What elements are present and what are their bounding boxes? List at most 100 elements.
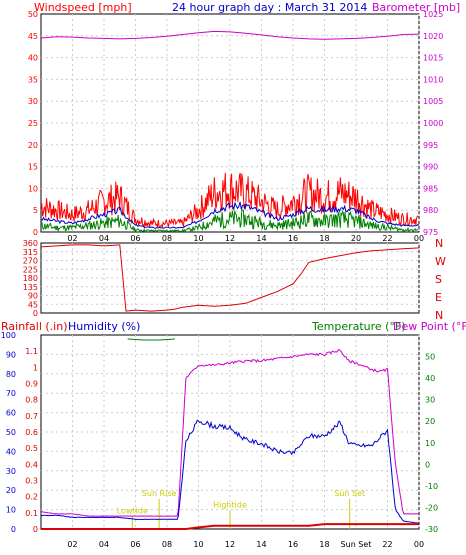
panel3-rain-tick-label: 1.1 <box>25 347 38 356</box>
panel3-x-tick-label: 12 <box>225 540 235 549</box>
panel1-right-tick-label: 995 <box>423 141 438 150</box>
event-marker-label: Sun Rise <box>142 489 177 498</box>
panel3-humidity-label: Humidity (%) <box>68 320 140 333</box>
panel3-temp-tick-label: -30 <box>425 525 438 534</box>
panel3-x-tick-label: 00 <box>414 540 424 549</box>
panel1-x-tick-label: 08 <box>162 234 172 243</box>
panel3-rain-tick-label: 0.2 <box>25 493 38 502</box>
panel1-left-tick-label: 5 <box>33 206 38 215</box>
event-marker-label: Hightide <box>213 501 247 510</box>
panel1-x-tick-label: 20 <box>351 234 361 243</box>
panel3-humidity-tick-label: 10 <box>6 506 16 515</box>
panel3-humidity-tick-label: 0 <box>11 525 16 534</box>
panel1-x-tick-label: 06 <box>130 234 140 243</box>
panel3-rain-label: Rainfall (.in) <box>1 320 68 333</box>
panel3-humidity-tick-label: 80 <box>6 370 16 379</box>
panel3-series <box>40 338 420 530</box>
panel1-left-label: Windspeed [mph] <box>34 1 132 14</box>
panel3-humidity-tick-label: 60 <box>6 409 16 418</box>
panel3-x-tick-label: 22 <box>382 540 392 549</box>
panel1-left-tick-label: 15 <box>28 163 38 172</box>
panel3-rain-tick-label: 0.9 <box>25 380 38 389</box>
series-humidity <box>40 419 420 524</box>
panel2-tick-label: 225 <box>23 265 38 274</box>
panel1-right-tick-label: 975 <box>423 228 438 237</box>
panel3-x-tick-label: 16 <box>288 540 298 549</box>
panel3-temp-tick-label: 40 <box>425 374 435 383</box>
panel3-temp-tick-label: 10 <box>425 439 435 448</box>
panel3-x-tick-label: Sun Set <box>341 540 372 549</box>
panel3-x-tick-label: 10 <box>193 540 203 549</box>
panel3-humidity-tick-label: 40 <box>6 447 16 456</box>
panel1-right-tick-label: 985 <box>423 184 438 193</box>
panel3-gridlines <box>41 335 420 529</box>
panel3-humidity-tick-label: 70 <box>6 389 16 398</box>
panel1-left-ticks: 0 5 10 15 20 25 30 35 40 45 50 <box>28 10 38 237</box>
panel3-dew-label: Dew Point (°F) <box>393 320 466 333</box>
panel1-right-tick-label: 1005 <box>423 97 443 106</box>
panel1-left-tick-label: 30 <box>28 97 38 106</box>
graph-title: 24 hour graph day : March 31 2014 <box>172 1 367 14</box>
panel3-rain-tick-label: 0 <box>33 525 38 534</box>
panel3-humidity-ticks: 0 10 20 30 40 50 60 70 80 90 100 <box>1 331 16 534</box>
panel1-x-tick-label: 10 <box>193 234 203 243</box>
panel3-rain-ticks: 0 0.1 0.2 0.3 0.4 0.5 0.6 0.7 0.8 0.9 1 1.1 <box>25 347 38 534</box>
series-wind-low <box>40 209 419 233</box>
panel1-series <box>40 30 420 233</box>
panel1-left-tick-label: 25 <box>28 119 38 128</box>
panel1-left-tick-label: 0 <box>33 228 38 237</box>
panel1-left-tick-label: 35 <box>28 75 38 84</box>
panel2-tick-label: 360 <box>23 239 38 248</box>
panel1-left-tick-label: 50 <box>28 10 38 19</box>
series-dewpoint <box>127 338 175 341</box>
panel3-rain-tick-label: 1 <box>33 363 38 372</box>
panel2-tick-label: 0 <box>33 309 38 318</box>
series-barometer <box>40 30 420 40</box>
panel1-x-tick-label: 14 <box>256 234 266 243</box>
panel1-left-tick-label: 40 <box>28 54 38 63</box>
panel3-x-tick-label: 04 <box>99 540 109 549</box>
panel2-compass-label: E <box>435 291 442 304</box>
panel2-tick-label: 180 <box>23 274 38 283</box>
panel3-rain-tick-label: 0.4 <box>25 460 38 469</box>
series-temperature <box>41 349 419 517</box>
panel1-right-label: Barometer [mb] <box>372 1 460 14</box>
panel2-compass-label: W <box>435 255 446 268</box>
panel3-rain-tick-label: 0.3 <box>25 477 38 486</box>
panel1-right-tick-label: 980 <box>423 206 438 215</box>
panel3-temp-label: Temperature (°F) <box>311 320 406 333</box>
panel2-tick-label: 315 <box>23 248 38 257</box>
panel3-rain-tick-label: 0.5 <box>25 444 38 453</box>
panel3-temp-tick-label: 30 <box>425 396 435 405</box>
panel2-compass-label: S <box>435 273 442 286</box>
panel1-x-tick-label: 18 <box>319 234 329 243</box>
panel2-series <box>40 244 420 312</box>
panel1-right-tick-label: 990 <box>423 163 438 172</box>
panel3-humidity-tick-label: 100 <box>1 331 16 340</box>
panel1-right-tick-label: 1015 <box>423 54 443 63</box>
series-rain <box>41 523 419 530</box>
panel1-x-ticks: 02 04 06 08 10 12 14 16 18 20 22 00 <box>67 234 424 243</box>
panel3-temp-tick-label: 20 <box>425 417 435 426</box>
panel1-x-tick-label: 00 <box>414 234 424 243</box>
panel1-right-tick-label: 1020 <box>423 32 443 41</box>
panel1-right-tick-label: 1025 <box>423 10 443 19</box>
series-wind-avg <box>40 201 420 229</box>
panel2-gridlines <box>41 243 420 313</box>
panel3-temp-tick-label: -10 <box>425 482 438 491</box>
panel3-x-tick-label: 18 <box>319 540 329 549</box>
panel1-left-tick-label: 20 <box>28 141 38 150</box>
panel3-x-tick-label: 06 <box>130 540 140 549</box>
panel3-temp-ticks: -30 -20 -10 0 10 20 30 40 50 <box>425 353 438 534</box>
panel3-humidity-tick-label: 30 <box>6 467 16 476</box>
panel3-rain-tick-label: 0.1 <box>25 509 38 518</box>
panel3-x-tick-label: 08 <box>162 540 172 549</box>
panel2-compass-label: N <box>435 237 443 250</box>
panel3-rain-tick-label: 0.8 <box>25 396 38 405</box>
panel3-humidity-tick-label: 50 <box>6 428 16 437</box>
panel3-x-ticks: 02 04 06 08 10 12 14 16 18 Sun Set 22 00 <box>67 540 424 549</box>
panel2-compass-label: N <box>435 309 443 322</box>
